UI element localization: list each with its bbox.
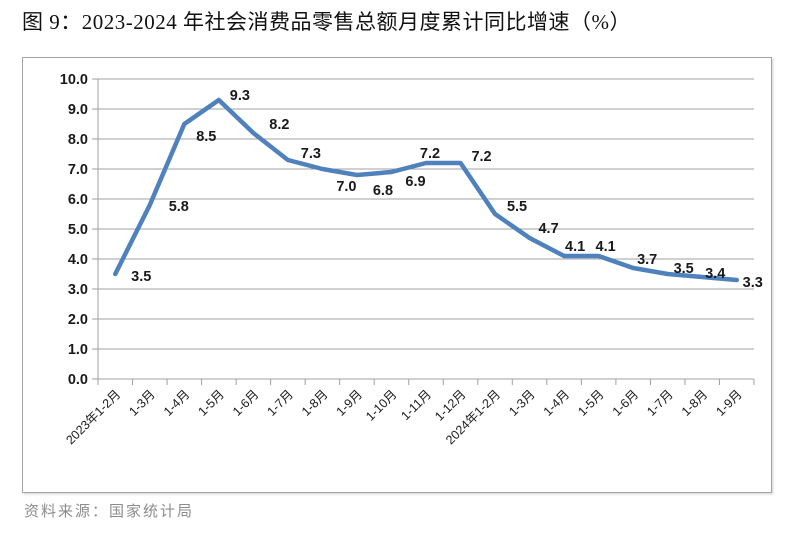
y-tick-label: 10.0 <box>60 72 88 88</box>
y-tick-label: 7.0 <box>68 162 88 178</box>
data-label: 7.2 <box>471 149 491 165</box>
data-label: 3.4 <box>705 266 725 282</box>
y-tick-label: 3.0 <box>68 282 88 298</box>
y-tick-label: 1.0 <box>68 342 88 358</box>
x-tick-label: 1-6月 <box>230 387 262 419</box>
chart-svg: 0.0 1.0 2.0 3.0 4.0 5.0 6.0 7.0 8.0 9.0 10.0 2023年1… <box>60 72 763 447</box>
y-tick-label: 9.0 <box>68 102 88 118</box>
data-label: 4.1 <box>596 239 616 255</box>
x-tick-label: 1-4月 <box>161 387 193 419</box>
data-label: 7.2 <box>420 146 440 162</box>
y-tick-label: 6.0 <box>68 192 88 208</box>
data-label: 7.3 <box>301 146 321 162</box>
data-label: 3.5 <box>674 261 694 277</box>
chart-frame: 0.0 1.0 2.0 3.0 4.0 5.0 6.0 7.0 8.0 9.0 10.0 2023年1… <box>22 57 772 493</box>
x-tick-label: 1-3月 <box>126 387 158 419</box>
y-tick-label: 8.0 <box>68 132 88 148</box>
data-label: 4.7 <box>538 221 558 237</box>
x-tick-label: 1-7月 <box>644 387 676 419</box>
data-label: 3.3 <box>743 275 763 291</box>
y-tick-label: 2.0 <box>68 312 88 328</box>
x-tick-label: 2023年1-2月 <box>63 387 123 447</box>
y-tick-label: 0.0 <box>68 372 88 388</box>
y-tick-label: 5.0 <box>68 222 88 238</box>
x-tick-label: 1-8月 <box>299 387 331 419</box>
data-label: 6.9 <box>405 174 425 190</box>
x-tick-label: 1-8月 <box>679 387 711 419</box>
x-tick-label: 1-5月 <box>575 387 607 419</box>
data-label: 5.5 <box>507 199 527 215</box>
page-title: 图 9：2023-2024 年社会消费品零售总额月度累计同比增速（%） <box>22 10 631 34</box>
x-tick-label: 1-9月 <box>334 387 366 419</box>
data-label: 7.0 <box>336 179 356 195</box>
data-label: 4.1 <box>565 239 585 255</box>
data-label: 9.3 <box>230 88 250 104</box>
x-tick-label: 1-6月 <box>610 387 642 419</box>
x-tick-label: 1-10月 <box>363 387 399 423</box>
x-tick-label: 1-5月 <box>195 387 227 419</box>
data-label: 5.8 <box>169 199 189 215</box>
y-tick-label: 4.0 <box>68 252 88 268</box>
source-note: 资料来源：国家统计局 <box>24 504 195 520</box>
data-label: 8.5 <box>196 129 216 145</box>
data-label: 3.5 <box>131 269 151 285</box>
x-tick-label: 1-3月 <box>506 387 538 419</box>
data-label: 8.2 <box>269 117 289 133</box>
data-label: 6.8 <box>373 183 393 199</box>
x-tick-label: 1-11月 <box>398 387 434 423</box>
x-tick-label: 1-7月 <box>264 387 296 419</box>
data-label: 3.7 <box>637 252 657 268</box>
x-tick-label: 1-9月 <box>713 387 745 419</box>
x-tick-label: 1-4月 <box>541 387 573 419</box>
series-line <box>113 97 739 283</box>
